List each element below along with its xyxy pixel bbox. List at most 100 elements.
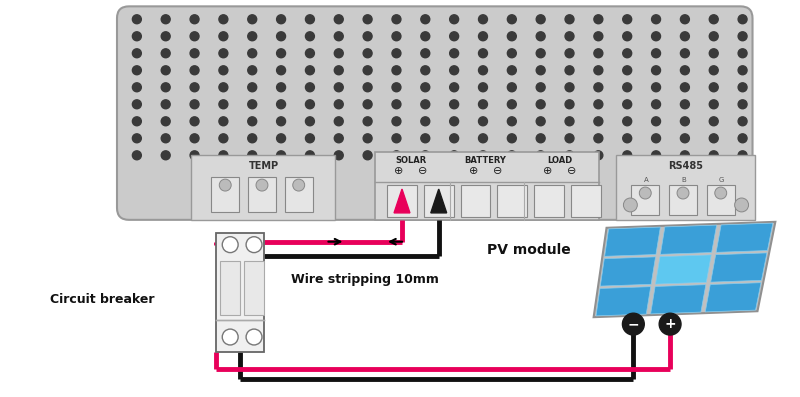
Circle shape bbox=[363, 66, 372, 75]
Circle shape bbox=[162, 15, 170, 24]
Circle shape bbox=[565, 32, 574, 41]
Circle shape bbox=[681, 134, 690, 143]
Circle shape bbox=[681, 66, 690, 75]
Circle shape bbox=[622, 151, 632, 160]
Circle shape bbox=[594, 100, 603, 109]
Circle shape bbox=[507, 66, 516, 75]
Circle shape bbox=[681, 151, 690, 160]
Circle shape bbox=[248, 49, 257, 58]
Circle shape bbox=[132, 66, 142, 75]
Polygon shape bbox=[394, 189, 410, 213]
Polygon shape bbox=[660, 225, 717, 254]
Circle shape bbox=[334, 49, 343, 58]
Circle shape bbox=[710, 100, 718, 109]
Text: BATTERY: BATTERY bbox=[465, 156, 506, 165]
Circle shape bbox=[651, 100, 661, 109]
Circle shape bbox=[651, 15, 661, 24]
Bar bbox=[707, 185, 734, 215]
Circle shape bbox=[507, 49, 516, 58]
Circle shape bbox=[392, 100, 401, 109]
Text: ⊕: ⊕ bbox=[469, 166, 478, 176]
Circle shape bbox=[363, 134, 372, 143]
Circle shape bbox=[306, 151, 314, 160]
Circle shape bbox=[190, 83, 199, 92]
Circle shape bbox=[738, 49, 747, 58]
Polygon shape bbox=[710, 253, 767, 282]
Circle shape bbox=[306, 117, 314, 126]
Circle shape bbox=[507, 117, 516, 126]
Circle shape bbox=[478, 15, 487, 24]
Circle shape bbox=[677, 187, 689, 199]
Circle shape bbox=[478, 151, 487, 160]
Text: ⊖: ⊖ bbox=[418, 166, 427, 176]
Circle shape bbox=[219, 83, 228, 92]
Circle shape bbox=[710, 66, 718, 75]
Circle shape bbox=[651, 32, 661, 41]
Circle shape bbox=[622, 83, 632, 92]
Circle shape bbox=[132, 49, 142, 58]
Polygon shape bbox=[430, 189, 446, 213]
Circle shape bbox=[363, 15, 372, 24]
Circle shape bbox=[190, 32, 199, 41]
Circle shape bbox=[507, 15, 516, 24]
Circle shape bbox=[132, 151, 142, 160]
Circle shape bbox=[219, 100, 228, 109]
Bar bbox=[375, 152, 598, 220]
Circle shape bbox=[190, 66, 199, 75]
Circle shape bbox=[681, 83, 690, 92]
Circle shape bbox=[536, 117, 545, 126]
Circle shape bbox=[392, 15, 401, 24]
Circle shape bbox=[392, 49, 401, 58]
Circle shape bbox=[334, 117, 343, 126]
Circle shape bbox=[421, 100, 430, 109]
Circle shape bbox=[248, 151, 257, 160]
Circle shape bbox=[478, 66, 487, 75]
Circle shape bbox=[478, 117, 487, 126]
Text: ⊕: ⊕ bbox=[543, 166, 553, 176]
Circle shape bbox=[651, 83, 661, 92]
Circle shape bbox=[594, 66, 603, 75]
Circle shape bbox=[334, 100, 343, 109]
Circle shape bbox=[219, 15, 228, 24]
Text: RS485: RS485 bbox=[669, 161, 703, 171]
Circle shape bbox=[363, 100, 372, 109]
Circle shape bbox=[219, 32, 228, 41]
Circle shape bbox=[710, 15, 718, 24]
Circle shape bbox=[421, 151, 430, 160]
Circle shape bbox=[710, 49, 718, 58]
Circle shape bbox=[714, 187, 726, 199]
Circle shape bbox=[565, 83, 574, 92]
Text: ⊖: ⊖ bbox=[567, 166, 577, 176]
Text: ⊖: ⊖ bbox=[493, 166, 502, 176]
Circle shape bbox=[277, 15, 286, 24]
Circle shape bbox=[478, 83, 487, 92]
Bar bbox=[387, 185, 417, 217]
Circle shape bbox=[334, 151, 343, 160]
Circle shape bbox=[132, 83, 142, 92]
Bar bbox=[461, 185, 490, 217]
Circle shape bbox=[334, 66, 343, 75]
Polygon shape bbox=[600, 257, 655, 286]
Circle shape bbox=[536, 32, 545, 41]
Circle shape bbox=[450, 151, 458, 160]
Circle shape bbox=[162, 100, 170, 109]
Circle shape bbox=[190, 100, 199, 109]
Polygon shape bbox=[650, 285, 706, 314]
Circle shape bbox=[334, 15, 343, 24]
Circle shape bbox=[363, 117, 372, 126]
Circle shape bbox=[536, 83, 545, 92]
Circle shape bbox=[536, 49, 545, 58]
Circle shape bbox=[651, 49, 661, 58]
Circle shape bbox=[622, 15, 632, 24]
Circle shape bbox=[162, 151, 170, 160]
Circle shape bbox=[738, 32, 747, 41]
Circle shape bbox=[478, 32, 487, 41]
Text: +: + bbox=[664, 317, 676, 331]
Circle shape bbox=[219, 66, 228, 75]
Polygon shape bbox=[706, 283, 761, 312]
Text: Wire stripping 10mm: Wire stripping 10mm bbox=[291, 273, 439, 286]
Circle shape bbox=[622, 100, 632, 109]
Circle shape bbox=[246, 329, 262, 345]
Circle shape bbox=[594, 49, 603, 58]
Bar bbox=[216, 233, 264, 352]
